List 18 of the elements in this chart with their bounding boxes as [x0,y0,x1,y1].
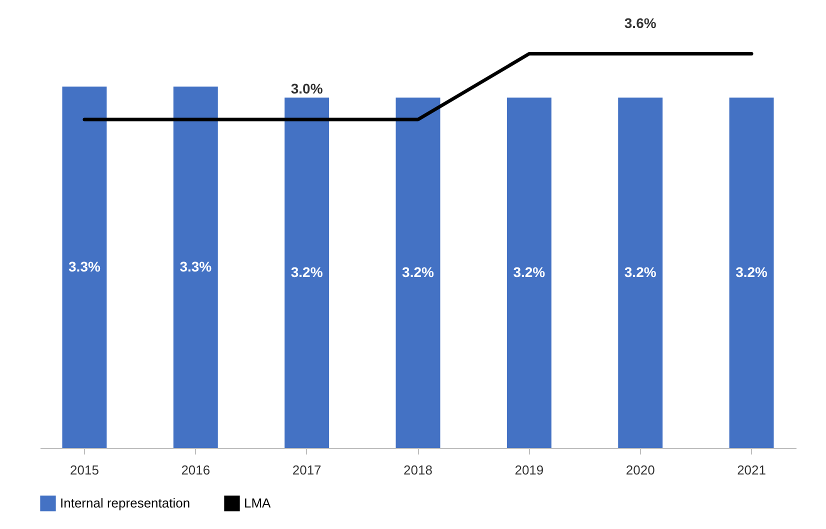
data-label: 3.2% [513,264,546,280]
x-tick-label: 2017 [292,462,322,478]
legend-label: LMA [244,495,272,510]
x-tick-label: 2021 [737,462,766,478]
data-label: 3.6% [624,14,657,31]
x-tick-label: 2015 [70,462,99,478]
data-label: 3.0% [290,80,324,96]
x-tick-label: 2019 [514,462,544,478]
data-label: 3.2% [290,264,324,280]
data-label: 3.2% [736,264,768,280]
x-tick-label: 2020 [626,462,655,478]
x-tick-label: 2016 [181,462,210,478]
data-label: 3.3% [68,258,101,274]
data-label: 3.3% [180,258,212,274]
x-tick-label: 2018 [404,462,432,478]
data-label: 3.2% [624,264,657,280]
legend-label: Internal representation [60,495,190,510]
data-label: 3.2% [402,264,434,280]
